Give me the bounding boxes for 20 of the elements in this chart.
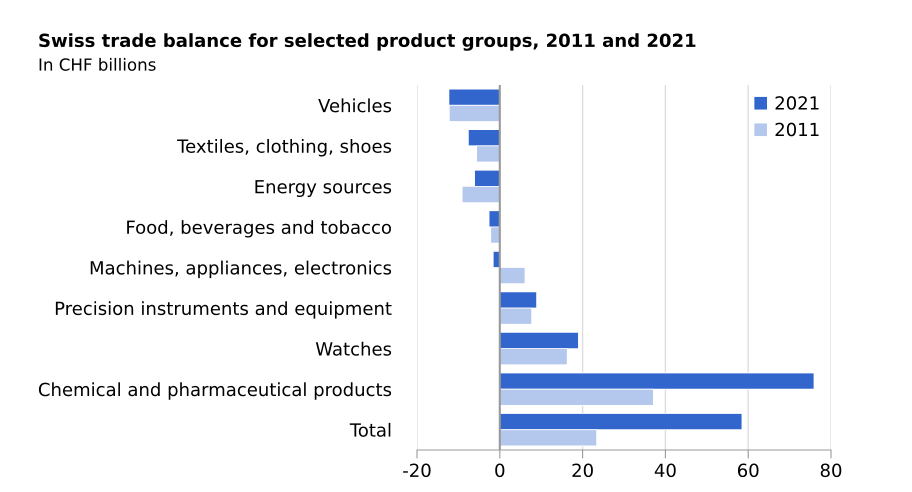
y-tick-label: Energy sources	[255, 180, 392, 198]
y-tick-label: Food, beverages and tobacco	[127, 220, 392, 238]
x-tick-label: 20	[572, 464, 593, 478]
x-tick-label: 0	[495, 464, 504, 478]
x-tick-label: 80	[820, 464, 842, 478]
y-tick-label: Textiles, clothing, shoes	[177, 138, 392, 156]
x-tick-label: -20	[403, 464, 431, 478]
text: In CHF billions	[40, 58, 156, 71]
y-tick-label: Machines, appliances, electronics	[90, 260, 392, 278]
x-tick-label: 40	[654, 464, 676, 478]
y-tick-label: Chemical and pharmaceutical products	[38, 382, 392, 400]
legend-label: 2011	[776, 122, 818, 136]
y-tick-label: Vehicles	[318, 98, 392, 112]
chart-title: Swiss trade balance for selected product groups, 2011 and 2021	[39, 33, 696, 51]
legend-label: 2021	[776, 96, 818, 110]
y-tick-label: Precision instruments and equipment	[56, 301, 392, 319]
x-tick-label: 60	[738, 464, 758, 478]
bar	[499, 267, 526, 284]
y-tick-label: Total	[350, 422, 390, 437]
y-tick-label: Watches	[316, 342, 392, 356]
